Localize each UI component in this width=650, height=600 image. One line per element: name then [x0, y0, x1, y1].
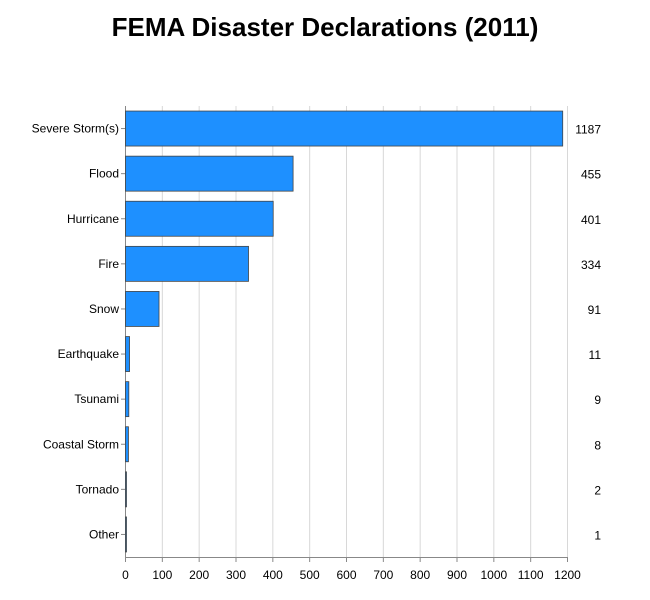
bar-tornado [125, 471, 127, 508]
category-label-tornado: Tornado [76, 482, 120, 496]
bar-tsunami [125, 381, 130, 418]
value-label-flood: 455 [581, 168, 601, 182]
x-tick-label-800: 800 [410, 568, 430, 582]
x-tick-label-100: 100 [152, 568, 172, 582]
bar-coastal-storm [125, 426, 129, 463]
value-label-earthquake: 11 [589, 348, 602, 362]
category-label-coastal-storm: Coastal Storm [43, 437, 119, 451]
bar-earthquake [125, 336, 130, 372]
x-tick-label-400: 400 [263, 568, 283, 582]
value-label-severe-storm-s: 1187 [575, 123, 601, 137]
bar-severe-storm-s [125, 110, 564, 147]
category-label-severe-storm-s: Severe Storm(s) [32, 122, 119, 136]
x-tick-label-600: 600 [336, 568, 356, 582]
x-tick-label-1200: 1200 [554, 568, 581, 582]
value-label-snow: 91 [588, 303, 602, 317]
category-label-earthquake: Earthquake [58, 347, 120, 361]
category-label-flood: Flood [89, 167, 119, 181]
value-label-tornado: 2 [594, 483, 601, 497]
value-label-tsunami: 9 [594, 393, 601, 407]
value-label-hurricane: 401 [581, 213, 601, 227]
x-tick-label-200: 200 [189, 568, 209, 582]
bar-hurricane [125, 200, 274, 237]
x-tick-label-1000: 1000 [480, 568, 507, 582]
category-label-hurricane: Hurricane [67, 212, 119, 226]
category-label-snow: Snow [89, 302, 119, 316]
x-tick-label-1100: 1100 [518, 568, 544, 582]
value-label-other: 1 [594, 528, 601, 542]
x-tick-label-900: 900 [447, 568, 467, 582]
x-tick-label-700: 700 [373, 568, 393, 582]
bar-fire [125, 245, 249, 282]
category-label-fire: Fire [98, 257, 119, 271]
bar-snow [125, 291, 160, 327]
bar-other [125, 516, 127, 553]
x-tick-label-300: 300 [226, 568, 246, 582]
x-tick-label-500: 500 [300, 568, 320, 582]
x-tick-label-0: 0 [122, 568, 129, 582]
chart-title: FEMA Disaster Declarations (2011) [111, 12, 539, 42]
category-label-other: Other [89, 527, 119, 541]
value-label-fire: 334 [581, 258, 601, 272]
bar-flood [125, 155, 294, 192]
category-label-tsunami: Tsunami [74, 392, 119, 406]
value-label-coastal-storm: 8 [594, 438, 601, 452]
